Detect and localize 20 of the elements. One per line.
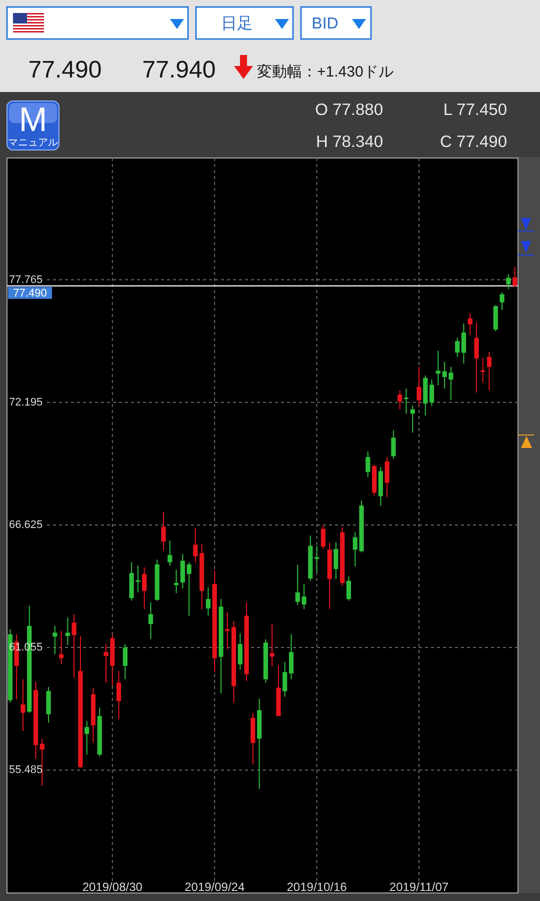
x-tick-label: 2019/09/24 xyxy=(184,880,245,894)
x-tick-label: 2019/08/30 xyxy=(82,880,143,894)
text: マニュアル xyxy=(8,138,58,148)
text: C 77.490 xyxy=(440,133,507,151)
text: 日足 xyxy=(221,16,253,32)
text: H 78.340 xyxy=(316,133,383,151)
y-tick-label: 72.195 xyxy=(9,396,43,408)
x-tick-label: 2019/10/16 xyxy=(286,880,348,894)
ref-label: 77.490 xyxy=(8,286,52,300)
text: O 77.880 xyxy=(315,101,383,119)
text: 変動幅：+1.430ドル xyxy=(257,64,394,80)
text: BID xyxy=(312,16,338,32)
text: M xyxy=(18,101,48,139)
y-tick-label: 77.765 xyxy=(9,274,43,286)
ref-line-label: 77.490 xyxy=(13,287,47,300)
x-tick-label: 2019/11/07 xyxy=(389,880,449,894)
text: L 77.450 xyxy=(443,101,507,119)
y-tick-label: 66.625 xyxy=(9,518,43,531)
text: 77.940 xyxy=(142,56,216,84)
text: 77.490 xyxy=(28,56,102,84)
